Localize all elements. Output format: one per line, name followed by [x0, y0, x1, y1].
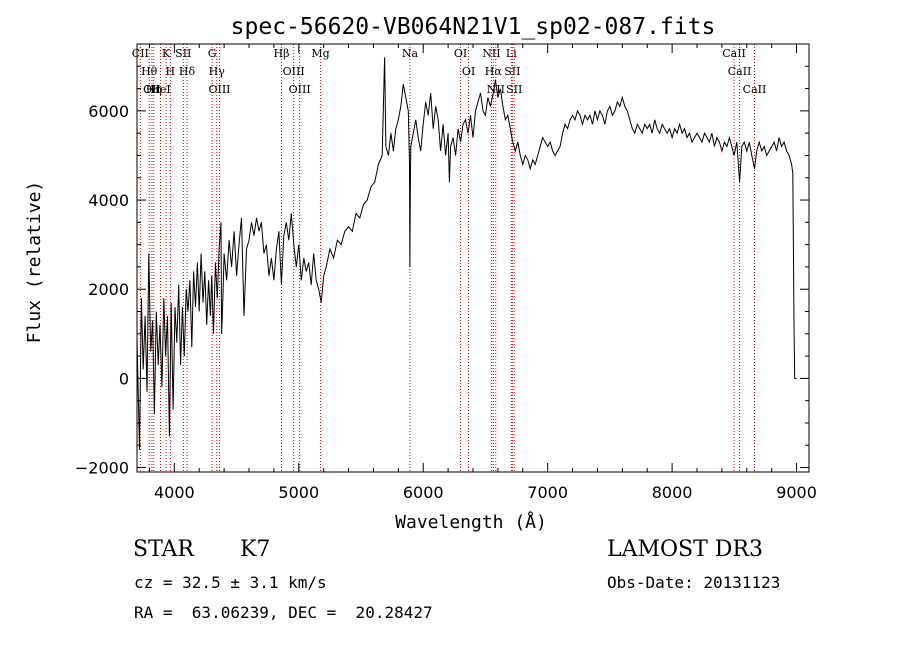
- chart-title: spec-56620-VB064N21V1_sp02-087.fits: [231, 14, 716, 40]
- line-marker-label: SII: [175, 47, 191, 60]
- line-marker-label: OII: [143, 83, 161, 96]
- x-tick-label: 5000: [278, 483, 319, 502]
- x-tick-label: 8000: [652, 483, 693, 502]
- x-tick-label: 9000: [776, 483, 817, 502]
- line-marker-label: Na: [402, 47, 419, 60]
- line-marker-label: CaII: [743, 83, 767, 96]
- line-marker-label: NII: [482, 47, 500, 60]
- line-marker-label: SII: [506, 83, 522, 96]
- x-tick-label: 6000: [403, 483, 444, 502]
- line-marker-label: Hδ: [179, 65, 196, 78]
- y-tick-label: 6000: [88, 102, 129, 121]
- x-axis-label: Wavelength (Å): [395, 511, 547, 533]
- line-marker-label: G: [208, 47, 217, 60]
- line-marker-label: H: [166, 65, 176, 78]
- line-marker-label: Hα: [485, 65, 503, 78]
- axes: 4000 5000 6000 7000 8000 9000 −2000 0 2000 4000 60…: [75, 44, 817, 502]
- line-marker-label: NII: [487, 83, 505, 96]
- line-marker-label: SII: [504, 65, 520, 78]
- line-marker-label: OI: [454, 47, 467, 60]
- line-marker-label: K: [162, 47, 171, 60]
- line-marker-label: OIII: [289, 83, 311, 96]
- redshift-value: cz = 32.5 ± 3.1 km/s: [134, 573, 327, 592]
- object-class: STAR: [133, 537, 194, 562]
- line-marker-label: OIII: [208, 83, 230, 96]
- line-marker-label: Mg: [311, 47, 329, 60]
- line-marker-label: CII: [132, 47, 149, 60]
- line-marker-label: CaII: [722, 47, 746, 60]
- line-marker-label: Hη: [146, 83, 162, 96]
- spectrum-line: [136, 57, 797, 450]
- line-marker-label: Hθ: [141, 65, 158, 78]
- line-marker-label: OI: [462, 65, 475, 78]
- obs-date: Obs-Date: 20131123: [607, 573, 781, 592]
- line-marker-label: OIII: [283, 65, 305, 78]
- y-tick-label: 0: [119, 369, 129, 388]
- survey-name: LAMOST DR3: [607, 537, 763, 562]
- y-tick-label: −2000: [75, 459, 129, 478]
- coordinates: RA = 63.06239, DEC = 20.28427: [134, 603, 433, 622]
- line-marker-label: Hβ: [274, 47, 290, 60]
- spectrum-series: [136, 57, 797, 450]
- y-tick-label: 4000: [88, 191, 129, 210]
- x-tick-label: 4000: [154, 483, 195, 502]
- line-marker-label: HeI: [150, 83, 170, 96]
- x-tick-label: 7000: [527, 483, 568, 502]
- y-tick-label: 2000: [88, 280, 129, 299]
- subclass: K7: [240, 537, 271, 562]
- y-axis-label: Flux (relative): [24, 181, 45, 344]
- line-marker-label: Li: [506, 47, 517, 60]
- line-marker-label: Hγ: [209, 65, 226, 78]
- line-marker-label: CaII: [728, 65, 752, 78]
